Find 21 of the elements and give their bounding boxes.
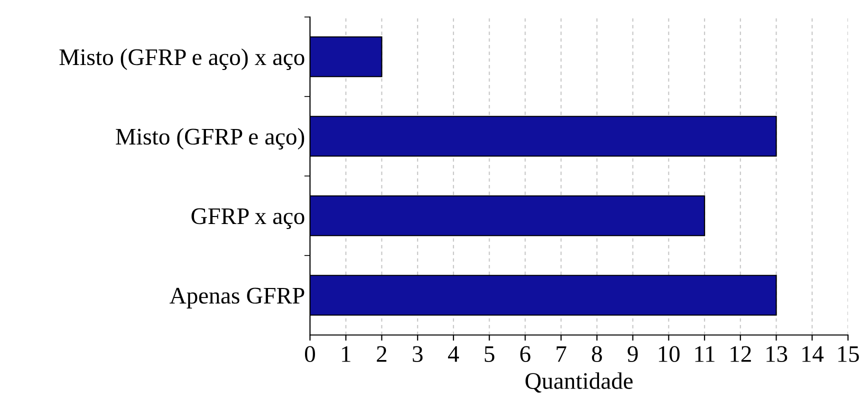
x-tick-label: 13 [766, 346, 788, 362]
x-tick-label: 3 [412, 346, 423, 362]
x-tick-label: 5 [484, 346, 494, 362]
x-axis-title: Quantidade [526, 372, 633, 393]
x-tick-label: 11 [695, 346, 714, 362]
x-tick-label: 1 [342, 346, 350, 362]
x-tick-label: 14 [802, 346, 824, 362]
x-tick-label: 2 [376, 346, 386, 362]
x-tick-label: 8 [592, 346, 602, 362]
x-tick-label: 10 [658, 346, 680, 362]
x-tick-label: 7 [556, 346, 566, 362]
x-tick-label: 15 [838, 346, 859, 362]
y-tick-label: Apenas GFRP [170, 288, 304, 308]
x-tick-label: 6 [520, 346, 530, 362]
x-tick-label: 4 [448, 346, 459, 362]
x-tick-label: 0 [304, 346, 316, 362]
y-tick-label: GFRP x aço [192, 208, 304, 229]
x-tick-label: 12 [730, 346, 751, 362]
y-tick-label: Misto (GFRP e aço) [116, 128, 304, 150]
y-tick-label: Misto (GFRP e aço) x aço [59, 48, 304, 70]
x-tick-label: 9 [628, 346, 638, 362]
